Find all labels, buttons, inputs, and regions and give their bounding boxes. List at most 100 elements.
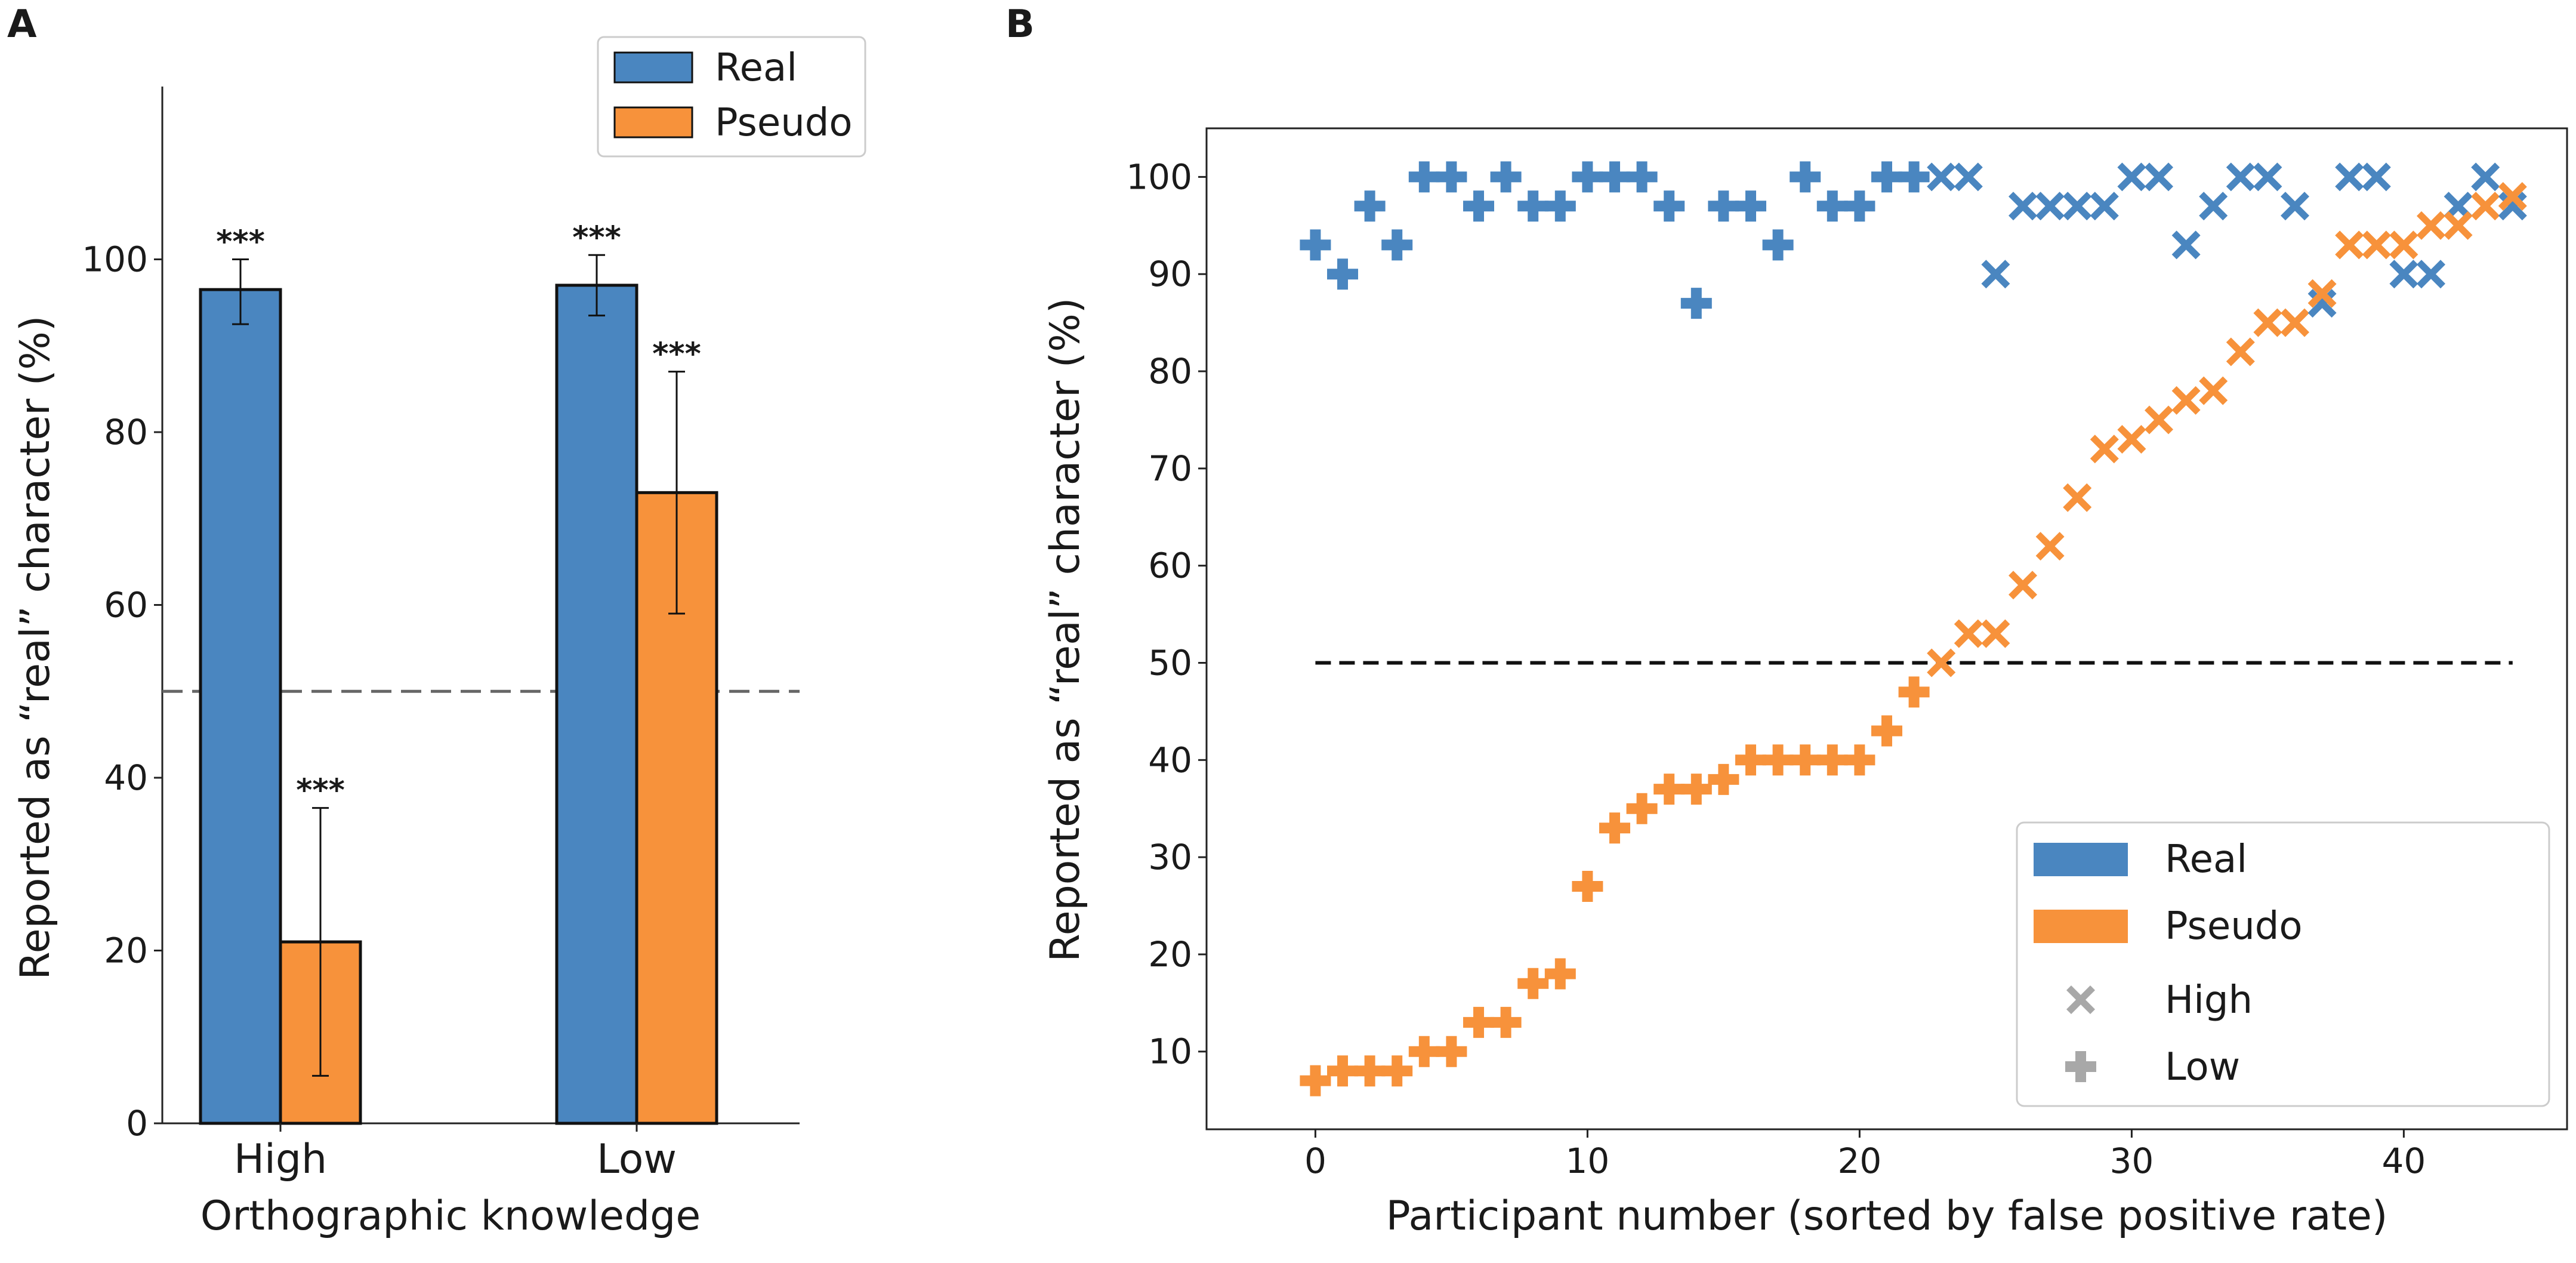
point-pseudo-high-42 (2444, 211, 2473, 240)
panel-b-y-tick-label: 20 (1148, 934, 1192, 975)
point-pseudo-low-11 (1599, 812, 1630, 844)
point-real-high-38 (2335, 162, 2364, 192)
point-pseudo-high-25 (1981, 619, 2010, 648)
point-real-low-18 (1790, 161, 1821, 193)
point-real-low-14 (1680, 288, 1712, 319)
point-real-high-31 (2145, 162, 2173, 192)
point-real-low-19 (1816, 190, 1848, 222)
point-pseudo-high-32 (2171, 386, 2201, 415)
panel-b-x-tick-label: 40 (2381, 1141, 2426, 1181)
point-real-low-2 (1354, 190, 1386, 222)
point-pseudo-high-36 (2281, 308, 2309, 337)
panel-b-scatter-chart: 10 20 30 40 50 60 70 80 90 100 0 10 20 30 40 Particip… (1042, 127, 2568, 1240)
panel-a-legend: Real Pseudo (597, 36, 866, 158)
point-real-low-15 (1708, 190, 1739, 222)
panel-b-plot-frame (1205, 127, 2568, 1130)
panel-b-y-tick-label: 70 (1148, 448, 1192, 489)
point-real-low-22 (1898, 161, 1930, 193)
point-real-low-7 (1490, 161, 1522, 193)
panel-b-x-ticks: 0 10 20 30 40 (1304, 1129, 2426, 1181)
point-real-low-3 (1381, 229, 1413, 261)
panel-b-y-ticks: 10 20 30 40 50 60 70 80 90 100 (1126, 156, 1207, 1072)
significance-stars: *** (216, 224, 265, 260)
panel-a-bar-chart: 0 20 40 60 80 100 *** *** *** *** High Low Orthog… (12, 36, 866, 1240)
point-pseudo-low-7 (1490, 1006, 1522, 1038)
legend-b-high-label: High (2165, 978, 2253, 1022)
point-real-low-20 (1844, 190, 1875, 222)
point-pseudo-high-38 (2335, 230, 2364, 260)
panel-a-x-axis-label: Orthographic knowledge (200, 1193, 701, 1240)
point-pseudo-low-2 (1354, 1055, 1386, 1087)
point-real-high-27 (2035, 192, 2065, 221)
panel-b-x-tick-label: 30 (2109, 1141, 2154, 1181)
point-pseudo-high-43 (2471, 192, 2500, 221)
panel-b-y-tick-label: 60 (1148, 546, 1192, 586)
bar-real-high (199, 288, 282, 1125)
point-pseudo-low-17 (1762, 744, 1794, 776)
point-real-high-23 (1927, 162, 1956, 192)
point-pseudo-high-31 (2145, 405, 2173, 435)
point-real-high-24 (1954, 162, 1983, 192)
panel-b-x-tick-label: 10 (1565, 1141, 1609, 1181)
point-pseudo-high-39 (2362, 230, 2391, 260)
point-pseudo-high-35 (2253, 308, 2282, 337)
point-real-high-30 (2117, 162, 2146, 192)
legend-b-high-marker (2066, 985, 2095, 1014)
point-pseudo-high-23 (1927, 648, 1956, 677)
point-pseudo-low-16 (1735, 744, 1766, 776)
point-pseudo-low-9 (1544, 958, 1576, 990)
point-real-high-28 (2063, 192, 2092, 221)
panel-b-x-axis-label: Participant number (sorted by false posi… (1386, 1193, 2388, 1240)
panel-a-y-tick-label: 40 (104, 757, 148, 798)
panel-a-y-tick-label: 100 (82, 239, 148, 280)
point-pseudo-low-3 (1381, 1055, 1413, 1087)
point-real-high-36 (2281, 192, 2309, 221)
bar-real-low (555, 284, 638, 1125)
significance-stars: *** (572, 220, 621, 255)
point-real-low-21 (1871, 161, 1902, 193)
panel-b-y-tick-label: 10 (1148, 1031, 1192, 1072)
point-real-low-8 (1517, 190, 1549, 222)
bar-pseudo-low (635, 491, 718, 1125)
point-real-low-12 (1626, 161, 1658, 193)
point-pseudo-high-24 (1954, 619, 1983, 648)
point-pseudo-high-27 (2035, 532, 2065, 561)
point-pseudo-high-37 (2307, 279, 2337, 308)
point-real-high-39 (2362, 162, 2391, 192)
panel-b-legend: Real Pseudo High Low (2016, 821, 2550, 1107)
point-pseudo-low-22 (1898, 676, 1930, 708)
point-pseudo-high-29 (2090, 435, 2119, 464)
panel-a-x-tick-label: High (234, 1136, 327, 1183)
point-pseudo-low-13 (1653, 774, 1685, 805)
point-pseudo-low-14 (1680, 774, 1712, 805)
point-pseudo-high-41 (2417, 211, 2445, 240)
point-real-low-13 (1653, 190, 1685, 222)
panel-b-y-tick-label: 50 (1148, 642, 1192, 683)
panel-label-b: B (1005, 2, 1035, 47)
panel-a-y-tick-label: 80 (104, 412, 148, 452)
point-pseudo-low-15 (1708, 763, 1739, 795)
legend-b-low-marker (2065, 1051, 2096, 1082)
significance-stars: *** (652, 337, 701, 372)
panel-b-x-tick-label: 0 (1304, 1141, 1326, 1181)
legend-a-real-label: Real (715, 46, 797, 90)
point-real-low-9 (1544, 190, 1576, 222)
panel-a-y-tick-label: 20 (104, 931, 148, 971)
point-real-low-0 (1300, 229, 1331, 261)
panel-b-y-axis-label: Reported as “real” character (%) (1042, 298, 1089, 962)
panel-b-y-tick-label: 30 (1148, 837, 1192, 877)
point-real-low-16 (1735, 190, 1766, 222)
point-real-high-40 (2389, 260, 2418, 289)
legend-a-pseudo-swatch (613, 106, 693, 138)
point-real-low-5 (1436, 161, 1467, 193)
point-real-high-32 (2171, 230, 2201, 260)
point-real-high-34 (2226, 162, 2255, 192)
point-real-low-17 (1762, 229, 1794, 261)
point-pseudo-low-21 (1871, 715, 1902, 747)
point-pseudo-low-5 (1436, 1036, 1467, 1067)
point-real-low-6 (1463, 190, 1494, 222)
point-pseudo-low-12 (1626, 793, 1658, 824)
point-pseudo-low-10 (1572, 870, 1603, 902)
point-pseudo-low-6 (1463, 1006, 1494, 1038)
point-pseudo-high-28 (2063, 483, 2092, 512)
